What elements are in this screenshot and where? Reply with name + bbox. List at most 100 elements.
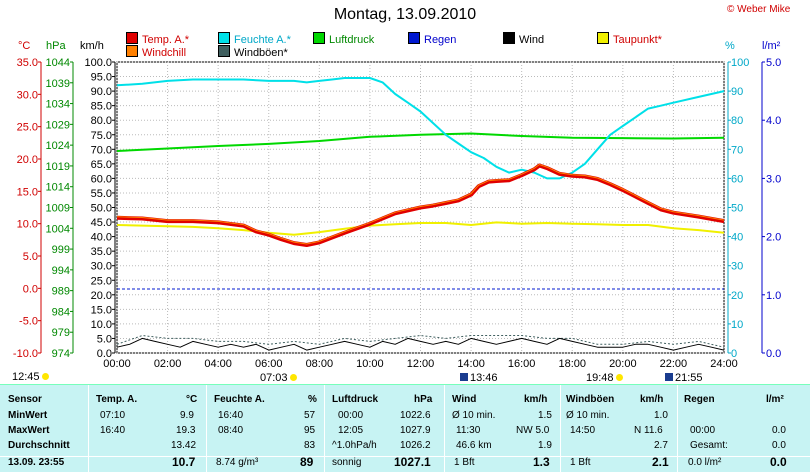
y-tick-label: 55.0 <box>91 188 112 200</box>
legend-label: Regen <box>424 34 457 46</box>
rain-unit: l/m² <box>766 394 784 405</box>
y-tick-label: 30 <box>731 261 743 273</box>
event-left-time: 12:45 <box>12 371 40 383</box>
temp-max-time: 16:40 <box>100 425 126 436</box>
y-tick-label: 50 <box>731 203 743 215</box>
y-tick-label: 70.0 <box>91 144 112 156</box>
pressure-max: 1027.9 <box>400 425 431 436</box>
axes: 00:00 02:00 04:00 06:00 08:00 10:00 12:00 14:00… <box>13 57 781 370</box>
y-tick-label: 979 <box>52 327 70 339</box>
legend-label: Luftdruck <box>329 34 375 46</box>
y-tick-label: -10.0 <box>13 348 38 360</box>
y-tick-label: 1024 <box>46 140 70 152</box>
copyright: © Weber Mike <box>727 4 791 15</box>
y-tick-label: 1019 <box>46 161 70 173</box>
row-label-avg: Durchschnitt <box>8 440 70 451</box>
legend-dewpoint: Taupunkt* <box>597 32 662 46</box>
y-tick-label: 15.0 <box>91 304 112 316</box>
legend-label: Temp. A.* <box>142 34 190 46</box>
y-tick-label: 20.0 <box>17 154 38 166</box>
y-tick-label: 1044 <box>46 57 70 69</box>
y-tick-label: -5.0 <box>19 316 38 328</box>
legend-label: Feuchte A.* <box>234 34 291 46</box>
temp-avg: 13.42 <box>171 440 197 451</box>
x-tick-label: 18:00 <box>558 358 586 370</box>
series-wind <box>116 337 725 351</box>
sunset-icon <box>615 374 623 381</box>
y-tick-label: 25.0 <box>17 122 38 134</box>
y-tick-label: 10 <box>731 319 743 331</box>
unit-wind: km/h <box>80 40 104 52</box>
legend-rain: Regen <box>408 32 456 46</box>
y-tick-label: 80.0 <box>91 115 112 127</box>
x-tick-label: 22:00 <box>660 358 688 370</box>
legend-windchill: Windchill <box>126 45 186 59</box>
temp-min: 9.9 <box>180 410 194 421</box>
event-moon2: 21:55 <box>665 372 703 384</box>
wind-max-time: 11:30 <box>456 425 481 436</box>
legend-swatch <box>218 45 230 57</box>
temp-max: 19.3 <box>176 425 196 436</box>
gusts-min: 1.0 <box>654 410 668 421</box>
y-tick-label: 3.0 <box>766 173 781 185</box>
humidity-min: 57 <box>304 410 316 421</box>
y-tick-label: 20.0 <box>91 290 112 302</box>
event-moon1: 13:46 <box>460 372 498 384</box>
weather-chart: 00:00 02:00 04:00 06:00 08:00 10:00 12:00 14:00… <box>13 57 781 370</box>
statistics-table: Sensor MinWert MaxWert Durchschnitt 13.0… <box>0 384 810 472</box>
pressure-min: 1022.6 <box>400 410 431 421</box>
legend-swatch <box>126 32 138 44</box>
y-tick-label: 10.0 <box>91 319 112 331</box>
wind-current: 1.3 <box>533 455 550 469</box>
row-label-min: MinWert <box>8 410 48 421</box>
series-windchill <box>116 163 725 245</box>
humidity-max-time: 08:40 <box>218 425 244 436</box>
y-tick-label: 20 <box>731 290 743 302</box>
gusts-max-time: 14:50 <box>570 425 596 436</box>
y-tick-label: 35.0 <box>91 246 112 258</box>
row-label-current: 13.09. 23:55 <box>8 457 65 468</box>
gusts-bft: 1 Bft <box>570 457 591 468</box>
legend-label: Wind <box>519 34 545 46</box>
y-tick-label: 95.0 <box>91 72 112 84</box>
wind-header: Wind <box>452 394 477 405</box>
unit-humidity: % <box>725 40 735 52</box>
legend-wind: Wind <box>503 32 544 46</box>
series-feuchte-a <box>116 77 725 180</box>
y-tick-label: 80 <box>731 115 743 127</box>
rain-total: 0.0 <box>772 440 786 451</box>
y-tick-label: 0.0 <box>766 348 781 360</box>
moon2-time: 21:55 <box>675 372 703 384</box>
y-tick-label: 65.0 <box>91 159 112 171</box>
chart-title: Montag, 13.09.2010 <box>333 6 477 23</box>
legend-swatch <box>408 32 420 44</box>
rain-max: 0.0 <box>772 425 786 436</box>
moon-icon <box>665 373 673 381</box>
y-tick-label: 1034 <box>46 99 70 111</box>
unit-pressure: hPa <box>46 40 66 52</box>
humidity-current: 89 <box>300 455 314 469</box>
legend-swatch <box>313 32 325 44</box>
y-tick-label: 1014 <box>46 182 70 194</box>
x-tick-label: 12:00 <box>407 358 435 370</box>
rain-max-time: 00:00 <box>690 425 716 436</box>
gusts-header: Windböen <box>566 394 615 405</box>
y-tick-label: 1009 <box>46 203 70 215</box>
y-tick-label: 50.0 <box>91 203 112 215</box>
y-tick-label: 45.0 <box>91 217 112 229</box>
humidity-max: 95 <box>304 425 316 436</box>
y-tick-label: 25.0 <box>91 275 112 287</box>
pressure-avg: 1026.2 <box>400 440 431 451</box>
y-tick-label: 1.0 <box>766 290 781 302</box>
y-tick-label: 90.0 <box>91 86 112 98</box>
legend-swatch <box>126 45 138 57</box>
y-tick-label: 999 <box>52 244 70 256</box>
pressure-min-time: 00:00 <box>338 410 364 421</box>
event-sunrise: 07:03 <box>260 372 297 384</box>
legend-pressure: Luftdruck <box>313 32 374 46</box>
y-tick-label: 0 <box>731 348 737 360</box>
pressure-header: Luftdruck <box>332 394 379 405</box>
gusts-max: N 11.6 <box>634 425 663 436</box>
x-tick-label: 08:00 <box>306 358 334 370</box>
y-tick-label: 60 <box>731 173 743 185</box>
